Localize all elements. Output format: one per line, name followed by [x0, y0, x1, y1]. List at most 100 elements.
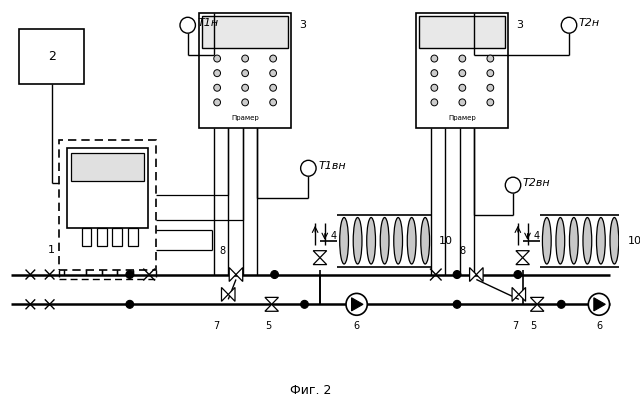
Polygon shape — [351, 298, 363, 311]
Ellipse shape — [570, 217, 578, 264]
Circle shape — [214, 99, 221, 106]
Text: Прамер: Прамер — [449, 115, 476, 120]
Circle shape — [431, 84, 438, 91]
Bar — [128, 228, 138, 246]
Polygon shape — [470, 268, 476, 282]
Text: Прамер: Прамер — [231, 115, 259, 120]
Polygon shape — [519, 287, 525, 301]
Text: 7: 7 — [214, 321, 220, 331]
Bar — [202, 16, 288, 48]
Bar — [417, 13, 508, 127]
Ellipse shape — [380, 217, 389, 264]
Text: 8: 8 — [460, 246, 466, 256]
Ellipse shape — [367, 217, 376, 264]
Bar — [419, 16, 506, 48]
Circle shape — [126, 300, 134, 308]
Circle shape — [459, 70, 466, 76]
Circle shape — [301, 160, 316, 176]
Circle shape — [271, 270, 278, 279]
Ellipse shape — [543, 217, 551, 264]
Ellipse shape — [340, 217, 348, 264]
Circle shape — [269, 99, 276, 106]
Ellipse shape — [353, 217, 362, 264]
Circle shape — [242, 55, 248, 62]
Circle shape — [453, 270, 461, 279]
Text: 5: 5 — [265, 321, 271, 331]
Ellipse shape — [596, 217, 605, 264]
Circle shape — [557, 300, 565, 308]
Text: T1вн: T1вн — [318, 161, 346, 171]
Bar — [60, 141, 156, 270]
Circle shape — [269, 70, 276, 76]
Circle shape — [214, 84, 221, 91]
Circle shape — [269, 84, 276, 91]
Circle shape — [487, 55, 493, 62]
Circle shape — [214, 55, 221, 62]
Polygon shape — [512, 287, 519, 301]
Text: 10: 10 — [438, 236, 452, 246]
Bar — [199, 13, 291, 127]
Bar — [81, 228, 91, 246]
Text: T2н: T2н — [579, 18, 600, 28]
Bar — [67, 148, 148, 228]
Circle shape — [431, 70, 438, 76]
Polygon shape — [313, 251, 326, 258]
Polygon shape — [476, 268, 483, 282]
Ellipse shape — [394, 217, 403, 264]
Circle shape — [588, 293, 609, 315]
Circle shape — [459, 84, 466, 91]
Circle shape — [506, 177, 521, 193]
Polygon shape — [265, 304, 278, 311]
Text: 3: 3 — [299, 20, 306, 30]
Ellipse shape — [610, 217, 619, 264]
Circle shape — [459, 99, 466, 106]
Text: 6: 6 — [353, 321, 360, 331]
Ellipse shape — [407, 217, 416, 264]
Circle shape — [431, 99, 438, 106]
Text: 2: 2 — [47, 50, 56, 63]
Text: 4: 4 — [330, 231, 337, 241]
Polygon shape — [531, 304, 544, 311]
Circle shape — [487, 84, 493, 91]
Circle shape — [242, 84, 248, 91]
Bar — [97, 228, 107, 246]
Circle shape — [269, 55, 276, 62]
Circle shape — [487, 99, 493, 106]
Circle shape — [346, 293, 367, 315]
Polygon shape — [313, 258, 326, 265]
Text: Фиг. 2: Фиг. 2 — [290, 384, 331, 397]
Circle shape — [561, 17, 577, 33]
Circle shape — [459, 55, 466, 62]
Circle shape — [214, 70, 221, 76]
Bar — [113, 228, 122, 246]
Text: T1н: T1н — [197, 18, 218, 28]
Polygon shape — [531, 298, 544, 304]
Polygon shape — [594, 298, 605, 311]
Circle shape — [180, 17, 195, 33]
Circle shape — [301, 300, 308, 308]
Ellipse shape — [556, 217, 564, 264]
Bar — [71, 153, 144, 181]
Polygon shape — [228, 287, 235, 301]
Text: T2вн: T2вн — [523, 178, 550, 188]
Polygon shape — [265, 298, 278, 304]
Circle shape — [242, 99, 248, 106]
Polygon shape — [229, 268, 236, 282]
Circle shape — [431, 55, 438, 62]
Text: 10: 10 — [628, 236, 640, 246]
Ellipse shape — [420, 217, 429, 264]
Text: 5: 5 — [530, 321, 536, 331]
Bar — [19, 29, 84, 84]
Circle shape — [487, 70, 493, 76]
Circle shape — [514, 270, 522, 279]
Circle shape — [126, 270, 134, 279]
Polygon shape — [221, 287, 228, 301]
Text: 4: 4 — [533, 231, 540, 241]
Polygon shape — [516, 251, 529, 258]
Text: 7: 7 — [512, 321, 518, 331]
Circle shape — [242, 70, 248, 76]
Text: 3: 3 — [516, 20, 524, 30]
Polygon shape — [516, 258, 529, 265]
Text: 6: 6 — [596, 321, 602, 331]
Text: 1: 1 — [48, 245, 55, 255]
